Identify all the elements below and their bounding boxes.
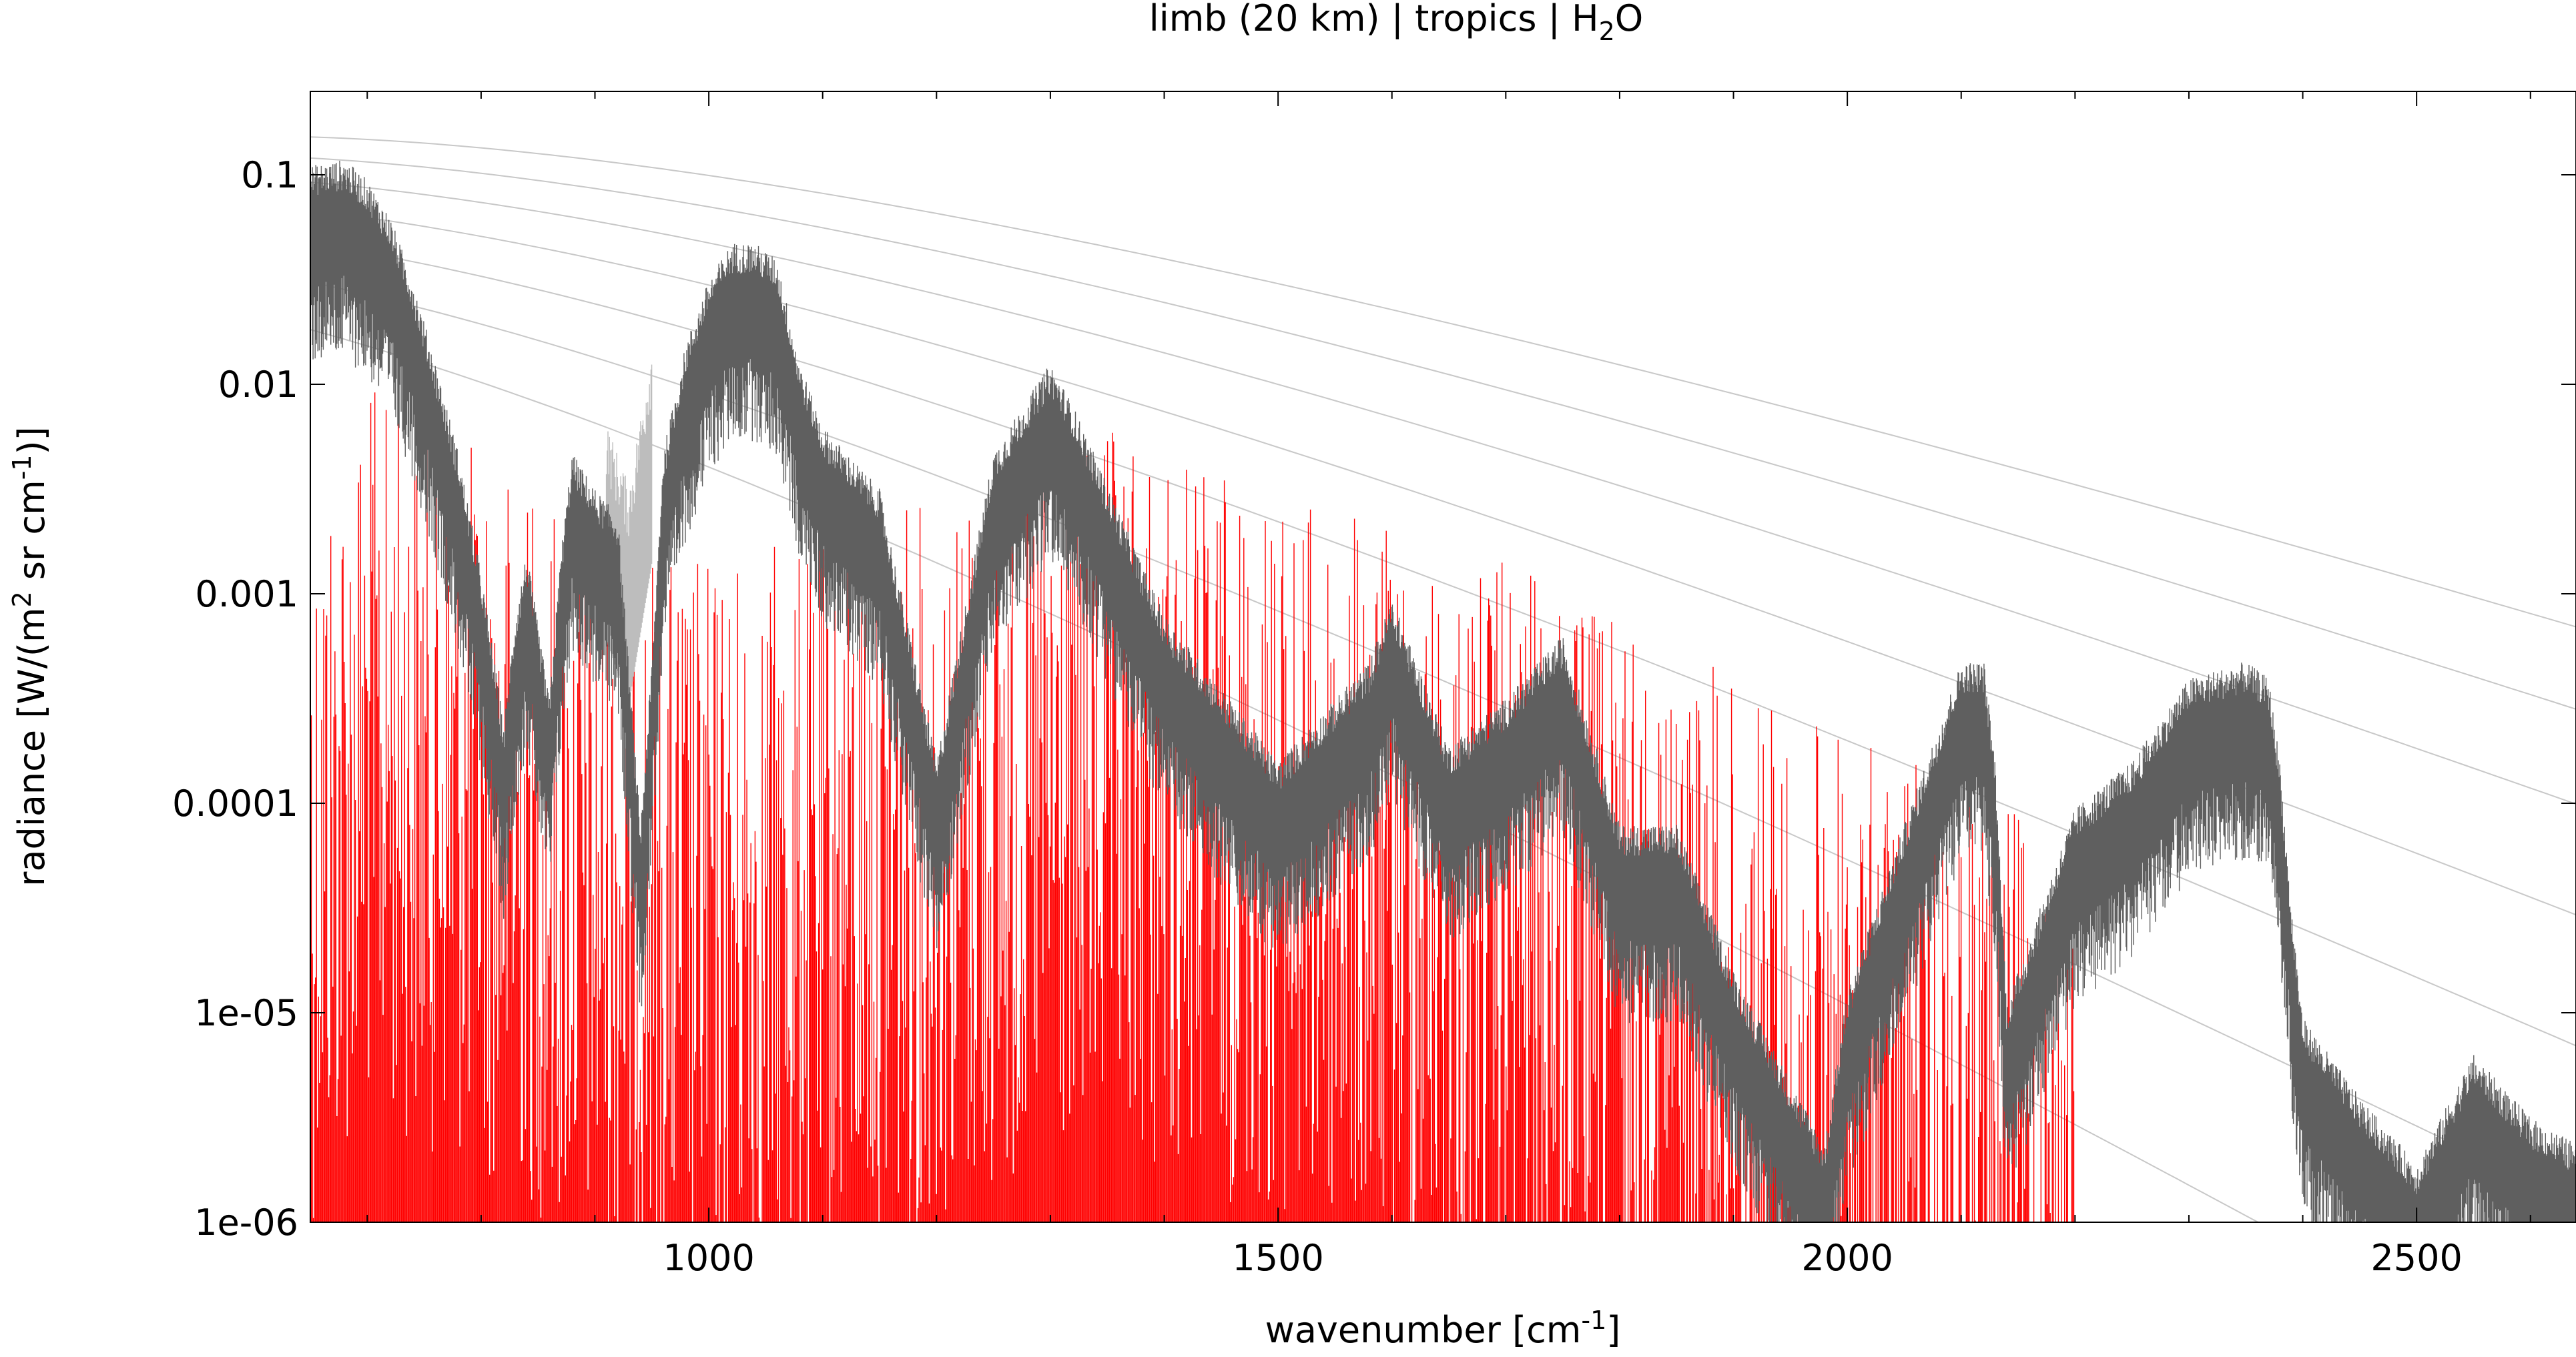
y-tick-label: 0.01 (218, 364, 298, 406)
plot-area (310, 136, 2576, 1222)
reference-curve (310, 136, 2576, 628)
x-tick-label: 2500 (2370, 1237, 2462, 1279)
y-axis-label: radiance [W/(m2 sr cm-1)] (7, 426, 53, 886)
plot-frame (310, 91, 2576, 1223)
y-tick-label: 1e-05 (194, 992, 298, 1034)
x-tick-label: 1000 (663, 1237, 754, 1279)
x-tick-label: 2000 (1801, 1237, 1893, 1279)
series-dark-spectrum (310, 160, 2576, 1222)
y-tick-label: 0.1 (241, 154, 298, 196)
chart-title: limb (20 km) | tropics | H2O (1149, 0, 1644, 46)
reference-curve (310, 181, 2576, 805)
x-axis-label: wavenumber [cm-1] (1265, 1306, 1621, 1351)
y-axis: 0.1 0.01 0.001 0.0001 1e-05 1e-06 (172, 154, 2576, 1244)
x-axis: 1000 1500 2000 2500 (366, 91, 2531, 1279)
y-tick-label: 0.0001 (172, 783, 298, 825)
y-tick-label: 0.001 (195, 573, 298, 615)
reference-curve (310, 157, 2576, 710)
y-tick-label: 1e-06 (194, 1202, 298, 1244)
spectra (310, 160, 2576, 1222)
x-tick-label: 1500 (1232, 1237, 1323, 1279)
reference-curve (310, 242, 2576, 1047)
